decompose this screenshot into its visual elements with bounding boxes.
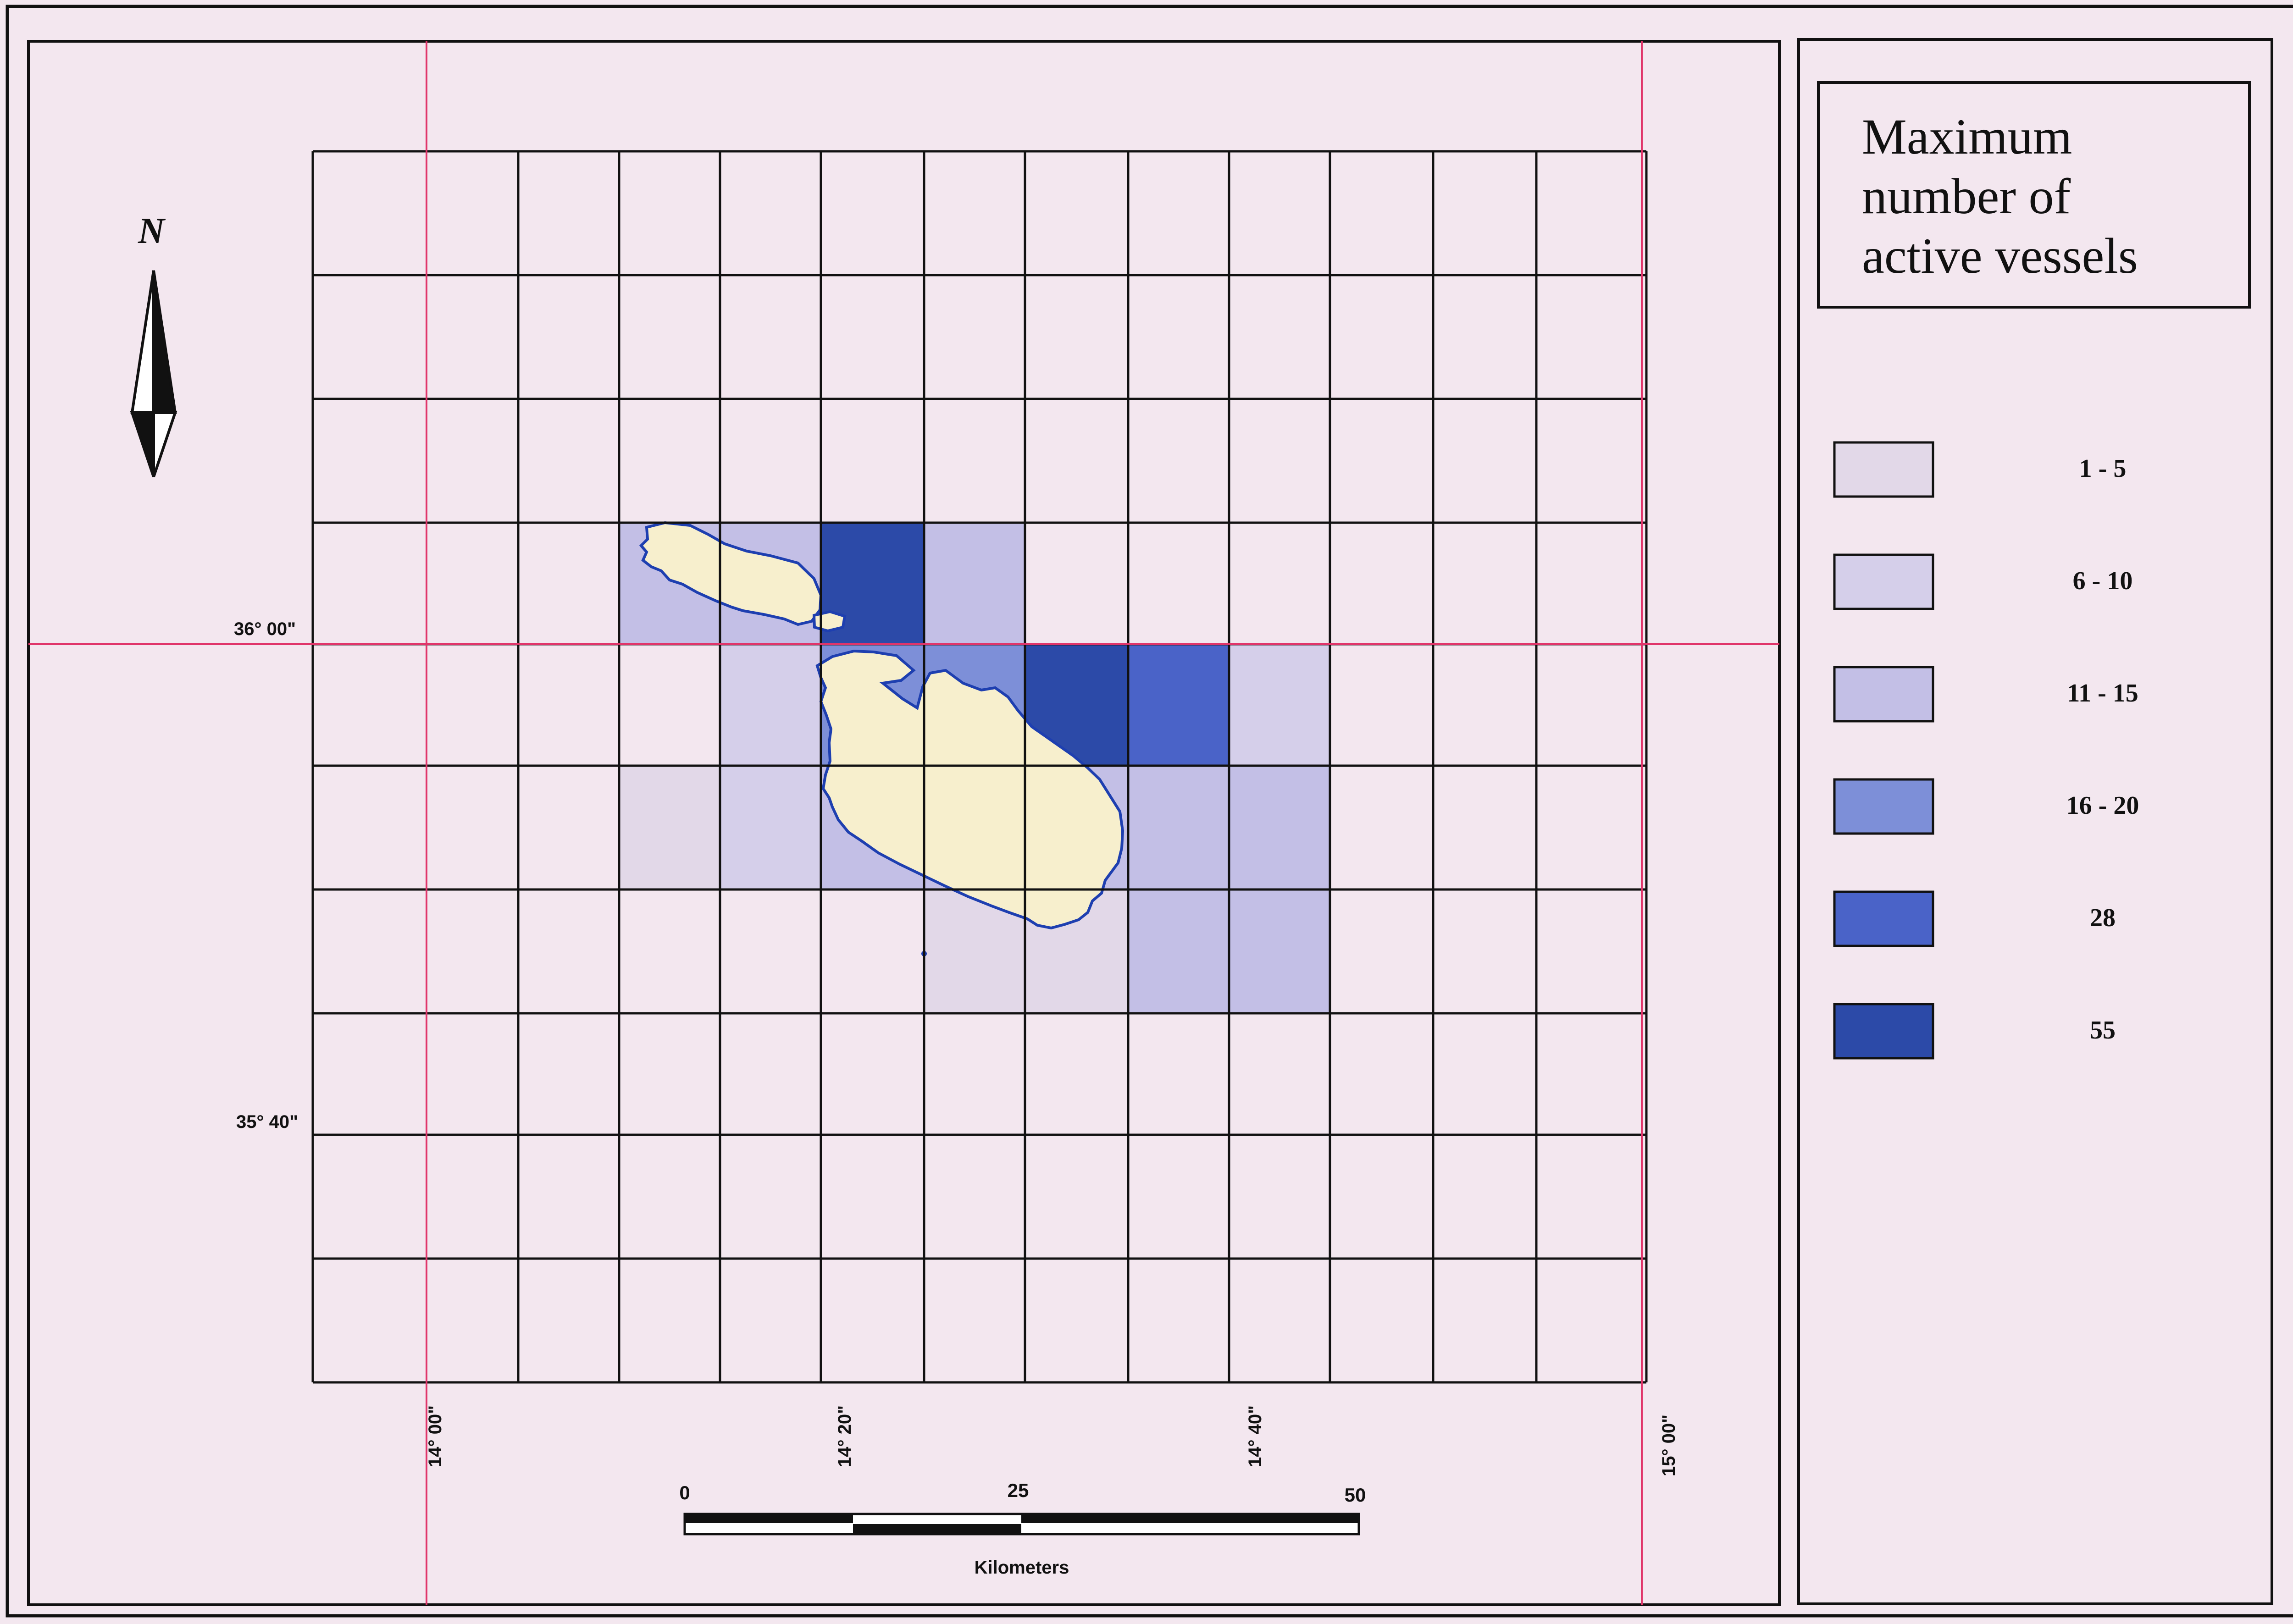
legend-title-box — [1817, 81, 2251, 309]
scale-segment-2 — [853, 1524, 1021, 1534]
shaded-grid-cell — [720, 766, 821, 889]
north-arrow-lower-right — [152, 411, 177, 477]
legend-swatch — [1833, 778, 1934, 835]
islands — [639, 521, 1124, 956]
shaded-grid-cell — [1229, 766, 1330, 889]
latitude-label-35-40: 35° 40" — [236, 1112, 298, 1132]
legend-swatch — [1833, 1003, 1934, 1060]
legend-swatch — [1833, 441, 1934, 498]
legend-swatch — [1833, 890, 1934, 947]
gozo-island — [639, 521, 823, 626]
legend-label: 11 - 15 — [2067, 679, 2138, 707]
latitude-label-36-00: 36° 00" — [234, 619, 296, 639]
legend-swatch — [1833, 553, 1934, 610]
comino-island — [812, 610, 847, 633]
shaded-grid-cell — [1229, 644, 1330, 766]
map-panel: N 36° 00" 35° 40" 14° 00" 14° 20" 14° 40… — [27, 40, 1781, 1606]
scale-unit-label: Kilometers — [975, 1558, 1069, 1578]
longitude-label-14-40: 14° 40" — [1245, 1405, 1265, 1467]
legend-swatch — [1833, 666, 1934, 723]
page-frame — [6, 5, 2293, 1618]
legend-label: 28 — [2090, 904, 2116, 932]
north-arrow: N — [130, 211, 177, 477]
scale-tick-50: 50 — [1345, 1484, 1366, 1506]
longitude-label-14-00: 14° 00" — [425, 1405, 445, 1467]
scale-segment-3 — [1021, 1514, 1359, 1523]
longitude-label-14-20: 14° 20" — [835, 1405, 855, 1467]
north-arrow-label: N — [138, 211, 166, 251]
scale-bar: 0 25 50 Kilometers — [679, 1480, 1366, 1578]
scale-segment-1 — [685, 1514, 853, 1523]
longitude-label-15-00: 15° 00" — [1659, 1414, 1679, 1476]
legend-title-line-2: number of — [1862, 168, 2071, 224]
shaded-grid-cell — [924, 523, 1025, 644]
shaded-grid-cell — [720, 644, 821, 766]
legend-label: 16 - 20 — [2066, 791, 2139, 820]
shaded-grid-cell — [1128, 644, 1229, 766]
graticule — [28, 41, 1779, 1605]
malta-island — [815, 649, 1124, 930]
legend-panel: Maximum number of active vessels 1 - 5 6 … — [1797, 38, 2273, 1605]
legend-label: 55 — [2090, 1016, 2116, 1044]
legend-label: 1 - 5 — [2079, 454, 2127, 483]
scale-tick-25: 25 — [1008, 1480, 1029, 1501]
legend-items: 1 - 5 6 - 10 11 - 15 16 - 20 28 55 — [1833, 441, 2139, 1060]
legend-title-line-3: active vessels — [1862, 228, 2138, 284]
shaded-grid-cell — [1128, 889, 1229, 1013]
shaded-grid-cell — [1128, 766, 1229, 889]
shaded-grid-cell — [1229, 889, 1330, 1013]
legend-title-line-1: Maximum — [1862, 109, 2072, 165]
scale-tick-0: 0 — [679, 1482, 690, 1503]
legend-label: 6 - 10 — [2073, 567, 2133, 595]
shaded-grid-cell — [619, 766, 720, 889]
